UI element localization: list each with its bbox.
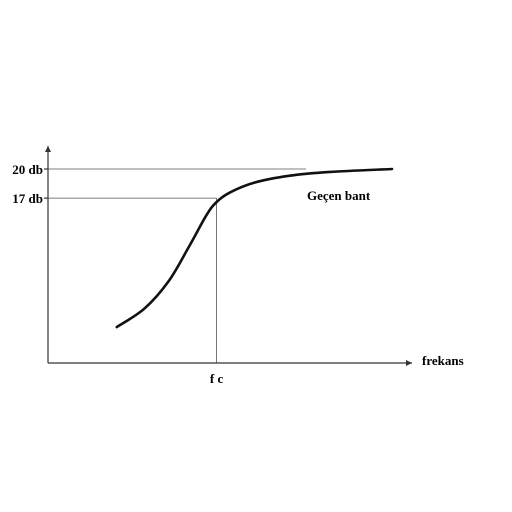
y-tick-label-17db: 17 db bbox=[12, 191, 43, 206]
x-tick-label-fc: f c bbox=[210, 371, 224, 386]
x-axis-label: frekans bbox=[422, 353, 464, 368]
passband-annotation: Geçen bant bbox=[307, 188, 371, 203]
response-curve bbox=[115, 167, 394, 329]
y-tick-label-20db: 20 db bbox=[12, 162, 43, 177]
